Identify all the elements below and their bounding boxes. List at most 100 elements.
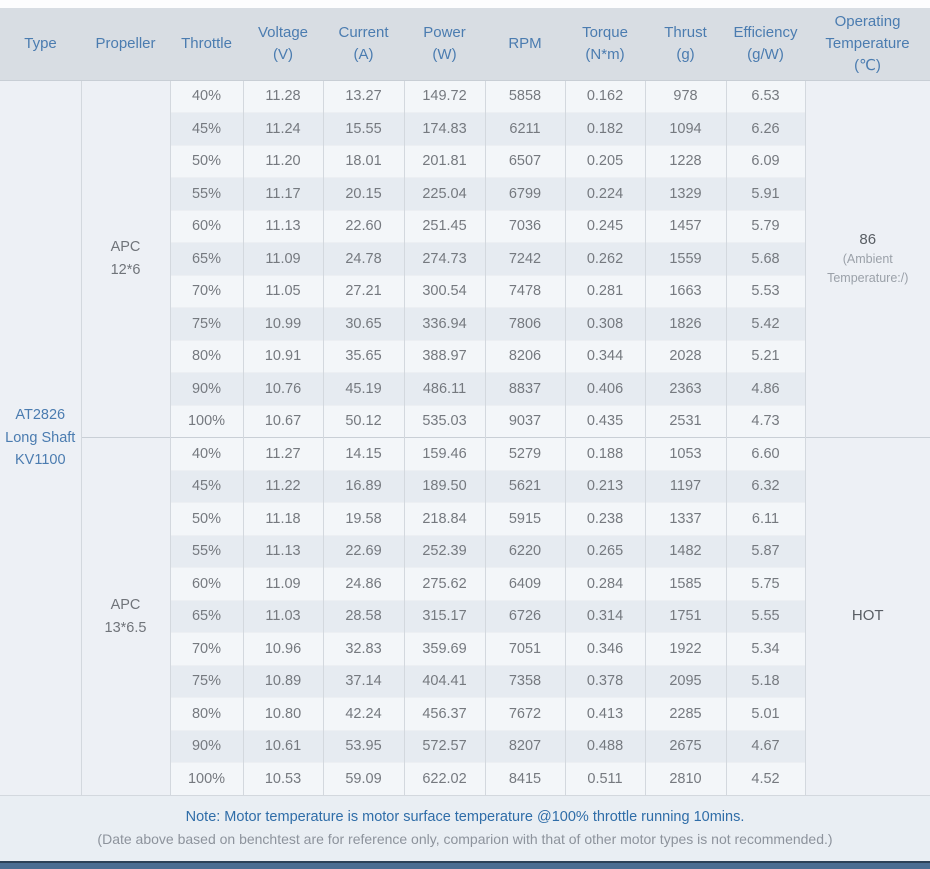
data-cell: 24.86 (323, 567, 405, 600)
data-cell: 14.15 (323, 437, 405, 470)
data-cell: 65% (170, 599, 244, 633)
data-cell: 4.67 (726, 729, 806, 763)
note-text: Note: Motor temperature is motor surface… (185, 809, 745, 825)
data-cell: 32.83 (323, 632, 405, 665)
data-cell: 0.308 (565, 307, 646, 340)
header-propeller: Propeller (81, 8, 170, 81)
data-cell: 1329 (645, 177, 727, 210)
table-row: 50% 11.20 18.01 201.81 6507 0.205 1228 6.09 (0, 144, 930, 178)
data-cell: 45% (170, 469, 244, 503)
header-type: Type (0, 8, 81, 81)
data-cell: 274.73 (404, 242, 486, 275)
data-cell: 11.18 (243, 502, 324, 535)
table-row: 75% 10.99 30.65 336.94 7806 0.308 1826 5.42 (0, 307, 930, 340)
data-cell: 404.41 (404, 664, 486, 698)
table-row: 65% 11.09 24.78 274.73 7242 0.262 1559 5.68 (0, 242, 930, 275)
data-cell: 10.67 (243, 404, 324, 438)
data-cell: 149.72 (404, 79, 486, 113)
data-cell: 0.435 (565, 404, 646, 438)
header-current: Current (A) (323, 8, 404, 81)
data-cell: 225.04 (404, 177, 486, 210)
data-cell: 19.58 (323, 502, 405, 535)
data-cell: 5.91 (726, 177, 806, 210)
header-voltage: Voltage (V) (243, 8, 323, 81)
data-cell: 159.46 (404, 437, 486, 470)
data-cell: 5.21 (726, 339, 806, 373)
data-cell: 2675 (645, 729, 727, 763)
data-cell: 50% (170, 502, 244, 535)
data-cell: 275.62 (404, 567, 486, 600)
data-cell: 535.03 (404, 404, 486, 438)
data-cell: 2810 (645, 762, 727, 795)
data-cell: 11.17 (243, 177, 324, 210)
data-cell: 80% (170, 339, 244, 373)
data-cell: 2028 (645, 339, 727, 373)
data-cell: 0.488 (565, 729, 646, 763)
propeller-cell: APC 13*6.5 (81, 437, 171, 795)
data-cell: 201.81 (404, 144, 486, 178)
temperature-cell: HOT (805, 437, 930, 795)
data-cell: 8415 (485, 762, 566, 795)
data-cell: 0.213 (565, 469, 646, 503)
header-torque: Torque (N*m) (565, 8, 645, 81)
data-cell: 75% (170, 664, 244, 698)
table-row: 90% 10.76 45.19 486.11 8837 0.406 2363 4.86 (0, 372, 930, 405)
data-cell: 11.13 (243, 209, 324, 243)
data-cell: 6.32 (726, 469, 806, 503)
data-cell: 7242 (485, 242, 566, 275)
data-cell: 0.346 (565, 632, 646, 665)
data-cell: 10.99 (243, 307, 324, 340)
header-power: Power (W) (404, 8, 485, 81)
data-cell: 572.57 (404, 729, 486, 763)
data-cell: 6.26 (726, 112, 806, 145)
data-cell: 174.83 (404, 112, 486, 145)
data-cell: 1337 (645, 502, 727, 535)
data-cell: 65% (170, 242, 244, 275)
data-cell: 10.91 (243, 339, 324, 373)
propeller-cell: APC 12*6 (81, 80, 171, 438)
data-cell: 1094 (645, 112, 727, 145)
data-cell: 1559 (645, 242, 727, 275)
data-cell: 300.54 (404, 274, 486, 308)
data-cell: 11.13 (243, 534, 324, 568)
data-cell: 40% (170, 79, 244, 113)
data-cell: 1053 (645, 437, 727, 470)
temperature-value: HOT (851, 607, 884, 625)
data-cell: 1457 (645, 209, 727, 243)
data-cell: 11.09 (243, 242, 324, 275)
table-row: 80% 10.91 35.65 388.97 8206 0.344 2028 5.21 (0, 339, 930, 373)
data-cell: 6409 (485, 567, 566, 600)
data-cell: 35.65 (323, 339, 405, 373)
data-cell: 53.95 (323, 729, 405, 763)
table-row: 65% 11.03 28.58 315.17 6726 0.314 1751 5.55 (0, 599, 930, 633)
bottom-bar (0, 861, 930, 869)
table-row: 90% 10.61 53.95 572.57 8207 0.488 2675 4.67 (0, 729, 930, 763)
data-cell: 1482 (645, 534, 727, 568)
data-cell: 0.413 (565, 697, 646, 730)
data-cell: 11.05 (243, 274, 324, 308)
data-cell: 37.14 (323, 664, 405, 698)
table-row: APC 13*6.5 40% 11.27 14.15 159.46 5279 0.188 10… (0, 437, 930, 795)
data-cell: 7806 (485, 307, 566, 340)
table-row: 55% 11.17 20.15 225.04 6799 0.224 1329 5.91 (0, 177, 930, 210)
header-efficiency: Efficiency (g/W) (726, 8, 805, 81)
data-cell: 0.406 (565, 372, 646, 405)
data-cell: 5.68 (726, 242, 806, 275)
data-cell: 0.162 (565, 79, 646, 113)
data-cell: 7036 (485, 209, 566, 243)
table-header: Type Propeller Throttle Voltage (V) Curr… (0, 8, 930, 81)
table-row: 60% 11.13 22.60 251.45 7036 0.245 1457 5.79 (0, 209, 930, 243)
data-cell: 18.01 (323, 144, 405, 178)
type-cell: AT2826 Long Shaft KV1100 (0, 80, 82, 795)
data-cell: 359.69 (404, 632, 486, 665)
data-cell: 0.378 (565, 664, 646, 698)
data-cell: 8207 (485, 729, 566, 763)
data-cell: 1197 (645, 469, 727, 503)
data-cell: 42.24 (323, 697, 405, 730)
data-cell: 10.53 (243, 762, 324, 795)
temperature-value: 86 (859, 230, 877, 248)
data-cell: 9037 (485, 404, 566, 438)
data-cell: 1585 (645, 567, 727, 600)
data-cell: 20.15 (323, 177, 405, 210)
data-cell: 5858 (485, 79, 566, 113)
